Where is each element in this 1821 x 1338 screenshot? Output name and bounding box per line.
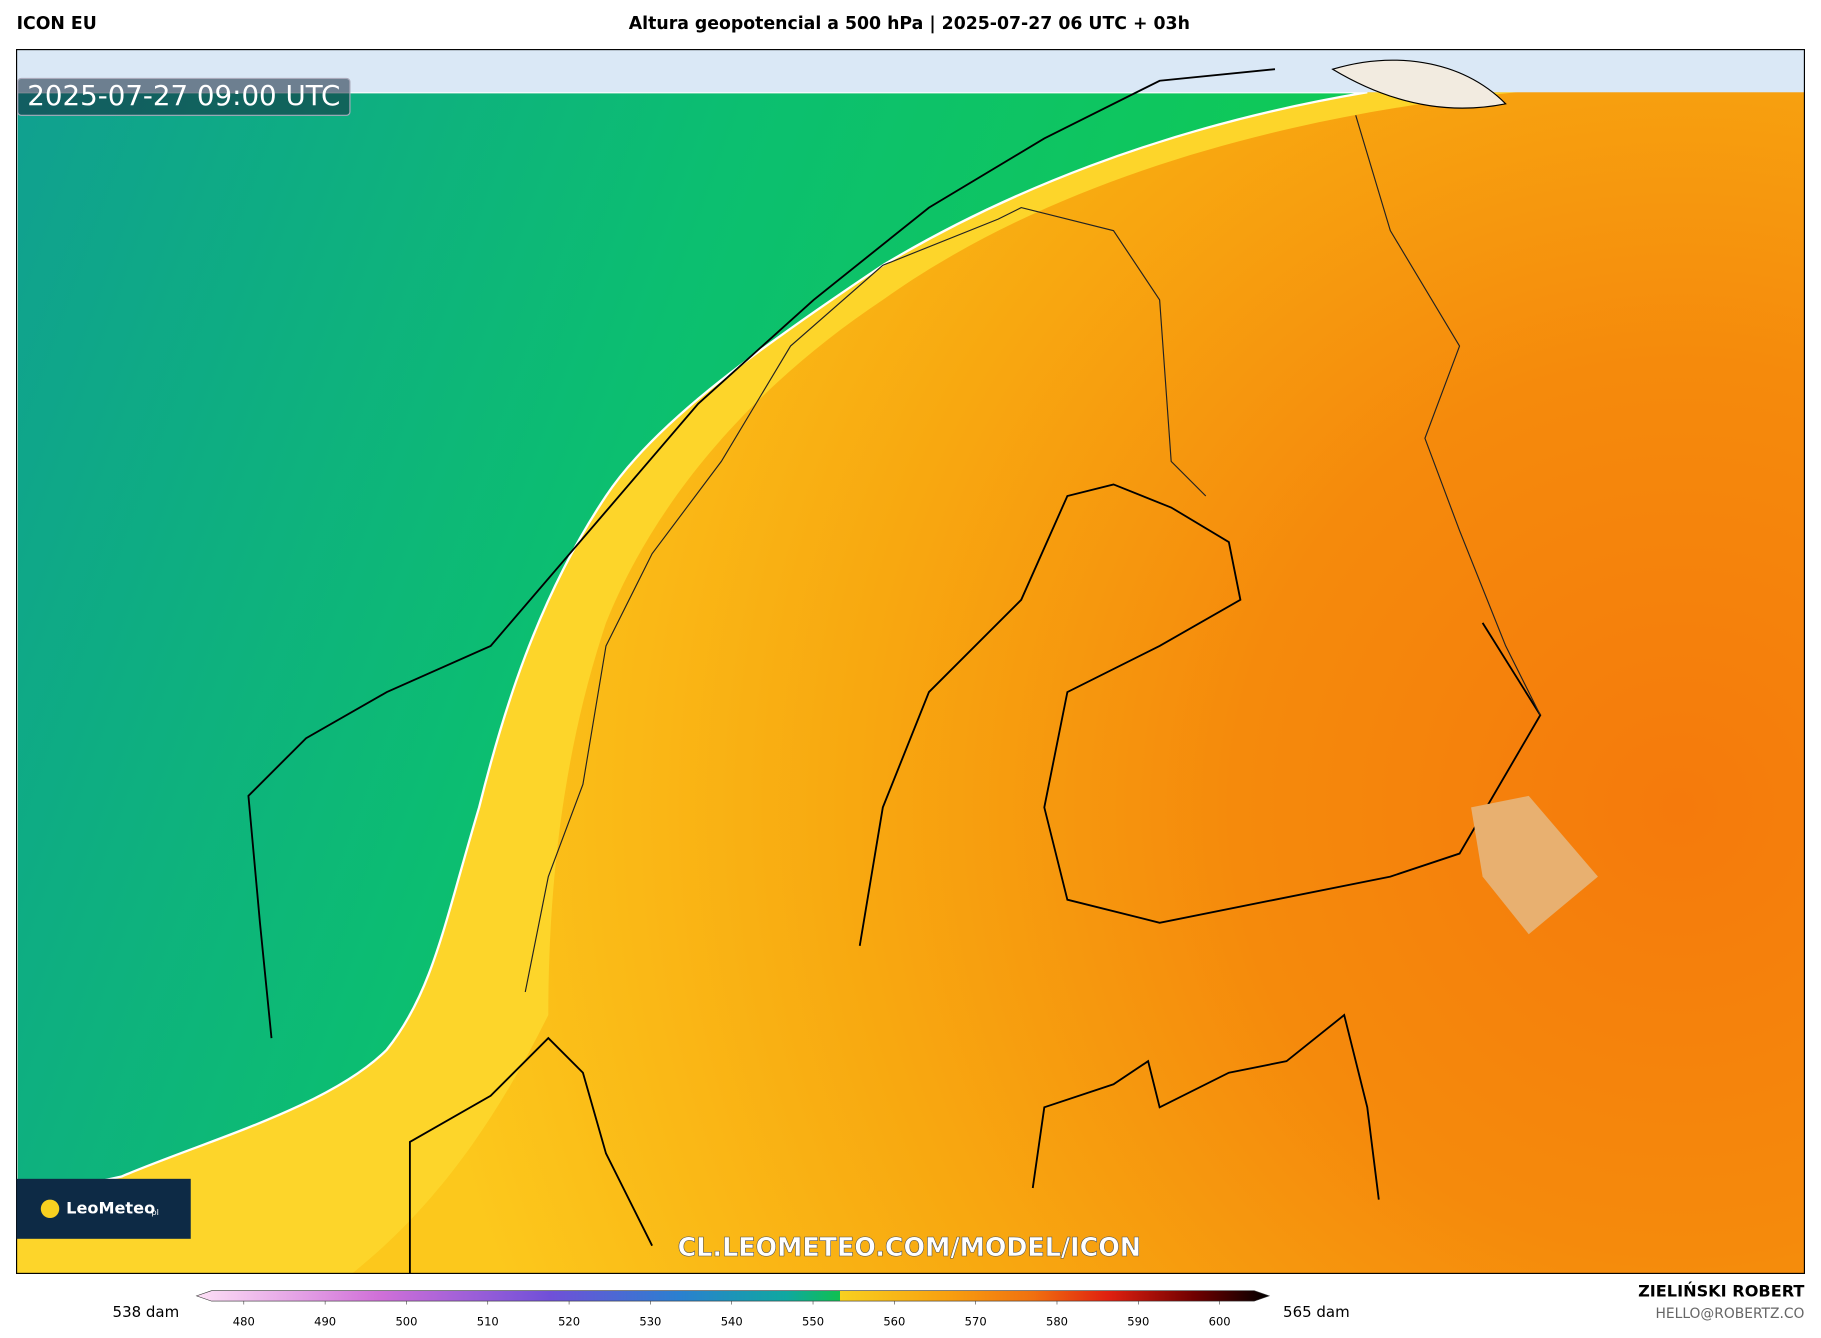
watermark: CL.LEOMETEO.COM/MODEL/ICON [678, 1232, 1141, 1262]
email: HELLO@ROBERTZ.CO [1655, 1306, 1804, 1322]
legend-max-label: 565 dam [1283, 1303, 1350, 1321]
legend-tick-label: 590 [1127, 1314, 1149, 1328]
logo-text: LeoMeteo [66, 1198, 155, 1217]
legend-tick-label: 540 [721, 1314, 743, 1328]
legend-tick-label: 560 [883, 1314, 905, 1328]
model-name: ICON EU [17, 14, 97, 34]
colorbar [195, 1290, 1271, 1302]
legend-tick-label: 520 [558, 1314, 580, 1328]
legend-tick-label: 510 [477, 1314, 499, 1328]
legend-tick-label: 580 [1046, 1314, 1068, 1328]
legend-tick-label: 550 [802, 1314, 824, 1328]
legend-tick-label: 490 [314, 1314, 336, 1328]
timestamp-box [17, 77, 351, 116]
timestamp: 2025-07-27 09:00 UTC [27, 79, 340, 112]
legend-tick-label: 480 [233, 1314, 255, 1328]
legend-tick-label: 500 [395, 1314, 417, 1328]
map-title: Altura geopotencial a 500 hPa | 2025-07-… [629, 14, 1190, 34]
logo-sun [40, 1199, 60, 1219]
author: ZIELIŃSKI ROBERT [1638, 1281, 1804, 1300]
logo-suffix: pl [152, 1208, 159, 1217]
legend-tick-label: 600 [1209, 1314, 1231, 1328]
legend-tick-label: 570 [965, 1314, 987, 1328]
legend-tick-label: 530 [639, 1314, 661, 1328]
map [16, 49, 1805, 1274]
legend-min-label: 538 dam [113, 1303, 180, 1321]
